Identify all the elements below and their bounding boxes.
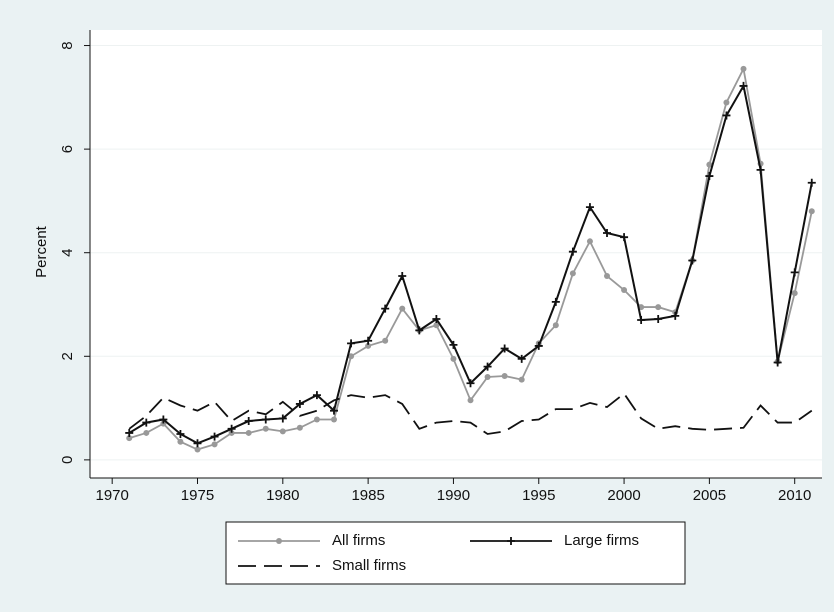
data-point: [193, 439, 202, 448]
data-point: [194, 446, 201, 453]
legend-label: Small firms: [332, 557, 406, 574]
data-point: [655, 304, 662, 311]
plot-area: [90, 30, 822, 478]
legend-marker: [507, 537, 515, 545]
data-point: [740, 65, 747, 72]
data-point: [706, 161, 713, 168]
data-point: [365, 342, 372, 349]
data-point: [176, 429, 185, 438]
data-point: [126, 435, 133, 442]
y-tick-label: 6: [59, 145, 76, 153]
data-point: [603, 229, 612, 238]
x-tick-label: 2005: [693, 487, 726, 504]
data-point: [278, 414, 287, 423]
data-point: [773, 358, 782, 367]
data-point: [450, 355, 457, 362]
data-point: [382, 337, 389, 344]
data-point: [534, 341, 543, 350]
x-tick-label: 1990: [437, 487, 470, 504]
data-point: [722, 111, 731, 120]
y-axis-label: Percent: [33, 225, 50, 278]
data-point: [688, 256, 697, 265]
data-point: [432, 314, 441, 323]
data-point: [313, 416, 320, 423]
data-point: [228, 429, 235, 436]
data-point: [262, 425, 269, 432]
data-point: [807, 178, 816, 187]
data-point: [296, 424, 303, 431]
data-point: [330, 406, 338, 415]
data-point: [500, 344, 509, 353]
data-point: [177, 438, 184, 445]
data-point: [399, 305, 406, 312]
data-point: [125, 428, 134, 437]
data-point: [586, 238, 593, 245]
data-point: [654, 314, 663, 323]
data-point: [415, 326, 424, 335]
data-point: [790, 268, 799, 277]
data-point: [449, 340, 458, 349]
data-point: [466, 379, 475, 388]
data-point: [517, 354, 526, 363]
data-point: [569, 270, 576, 277]
data-point: [568, 247, 577, 256]
data-point: [261, 415, 270, 424]
data-point: [279, 428, 286, 435]
x-tick-label: 1980: [266, 487, 299, 504]
data-point: [551, 297, 560, 306]
data-point: [723, 99, 730, 106]
data-point: [331, 416, 337, 423]
data-point: [621, 286, 628, 293]
data-point: [364, 336, 373, 345]
data-point: [433, 322, 440, 329]
data-point: [671, 311, 680, 320]
data-point: [604, 273, 611, 280]
data-point: [211, 441, 218, 448]
legend-label: Large firms: [564, 532, 639, 549]
data-point: [705, 172, 714, 181]
data-point: [739, 81, 748, 90]
data-point: [398, 272, 407, 281]
data-point: [637, 316, 646, 325]
data-point: [295, 399, 304, 408]
x-tick-label: 1970: [95, 487, 128, 504]
data-point: [484, 374, 491, 381]
legend-marker: [276, 538, 282, 544]
data-point: [808, 208, 815, 215]
data-point: [501, 372, 508, 379]
data-point: [381, 304, 390, 313]
data-point: [312, 391, 321, 400]
data-point: [348, 353, 355, 360]
data-point: [210, 432, 219, 441]
data-point: [143, 429, 150, 436]
data-point: [620, 233, 629, 242]
y-tick-label: 0: [59, 456, 76, 464]
legend-box: [225, 521, 686, 585]
x-tick-label: 2000: [607, 487, 640, 504]
legend-label: All firms: [332, 532, 385, 549]
data-point: [791, 290, 798, 297]
data-point: [552, 322, 559, 329]
series-line: [128, 392, 813, 435]
data-point: [245, 429, 252, 436]
data-point: [585, 203, 594, 212]
data-point: [160, 420, 167, 427]
x-tick-label: 1985: [351, 487, 384, 504]
data-point: [142, 418, 151, 427]
data-point: [756, 165, 765, 174]
x-tick-label: 1995: [522, 487, 555, 504]
data-point: [518, 376, 525, 383]
data-point: [227, 424, 236, 433]
x-tick-label: 2010: [778, 487, 811, 504]
data-point: [159, 415, 168, 424]
data-point: [467, 397, 474, 404]
y-tick-label: 8: [59, 41, 76, 49]
data-point: [483, 362, 492, 371]
data-point: [244, 417, 253, 426]
y-tick-label: 2: [59, 352, 76, 360]
y-tick-label: 4: [59, 249, 76, 257]
x-tick-label: 1975: [181, 487, 214, 504]
data-point: [347, 339, 356, 348]
